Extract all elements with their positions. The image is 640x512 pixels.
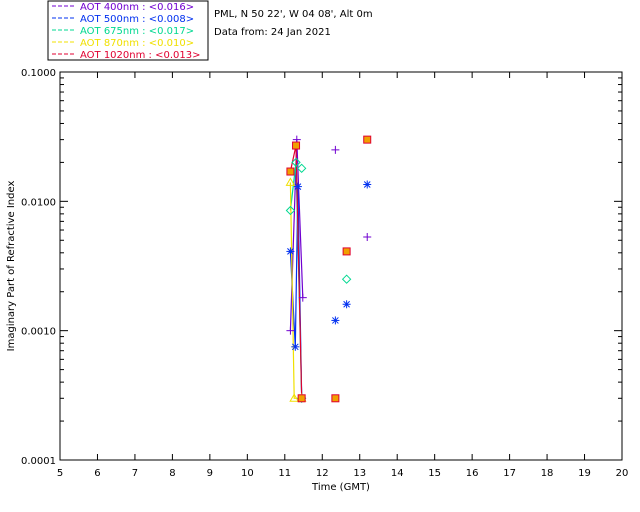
data-point-500nm [286,247,295,256]
x-tick-label: 13 [353,468,366,479]
data-point-675nm [291,157,301,168]
x-tick-label: 8 [169,468,175,479]
site-info: PML, N 50 22', W 04 08', Alt 0m [214,9,373,20]
date-info: Data from: 24 Jan 2021 [214,27,331,38]
y-tick-label: 0.1000 [21,68,56,79]
legend-entry: AOT 1020nm : <0.013> [80,50,200,61]
data-point-400nm [286,326,295,335]
data-point-870nm [285,177,296,186]
data-point-400nm [363,232,372,241]
data-point-400nm [298,293,307,302]
x-tick-label: 17 [503,468,516,479]
data-point-1020nm [286,167,295,176]
x-tick-label: 20 [616,468,629,479]
series-lines [289,139,304,399]
data-point-500nm [363,180,372,189]
data-point-500nm [342,300,351,309]
legend: AOT 400nm : <0.016>AOT 500nm : <0.008>AO… [47,0,209,61]
data-point-500nm [291,342,300,351]
legend-entry: AOT 675nm : <0.017> [80,26,194,37]
x-tick-label: 5 [57,468,63,479]
x-tick-label: 10 [241,468,254,479]
legend-entry: AOT 870nm : <0.010> [80,38,194,49]
legend-entry: AOT 500nm : <0.008> [80,14,194,25]
y-axis-label: Imaginary Part of Refractive Index [6,181,17,352]
data-point-1020nm [297,394,306,403]
x-tick-label: 7 [132,468,138,479]
y-tick-label: 0.0001 [21,456,56,467]
legend-entry: AOT 400nm : <0.016> [80,2,194,13]
x-tick-label: 6 [94,468,100,479]
data-point-400nm [331,145,340,154]
x-axis-label: Time (GMT) [311,482,370,493]
x-tick-label: 16 [466,468,479,479]
data-point-675nm [285,205,296,216]
data-point-1020nm [331,394,340,403]
x-tick-label: 15 [428,468,441,479]
data-point-1020nm [363,135,372,144]
data-markers [285,135,372,403]
x-tick-label: 11 [278,468,291,479]
data-point-675nm [341,274,352,284]
x-tick-label: 14 [391,468,404,479]
data-point-1020nm [342,247,351,256]
axes: 5 6 7 8 9 10 11 12 13 14 15 16 17 18 19 20 0.0001 0.0010 0… [21,68,628,479]
data-point-870nm [289,393,300,402]
y-tick-label: 0.0010 [21,327,56,338]
x-tick-label: 9 [207,468,213,479]
x-tick-label: 18 [541,468,554,479]
x-tick-label: 12 [316,468,329,479]
data-point-500nm [293,182,302,191]
x-tick-label: 19 [578,468,591,479]
y-tick-label: 0.0100 [21,197,56,208]
plot-frame [59,71,623,461]
data-point-1020nm [292,141,301,150]
data-point-500nm [331,316,340,325]
data-point-675nm [296,163,307,174]
legend-box [47,0,209,61]
